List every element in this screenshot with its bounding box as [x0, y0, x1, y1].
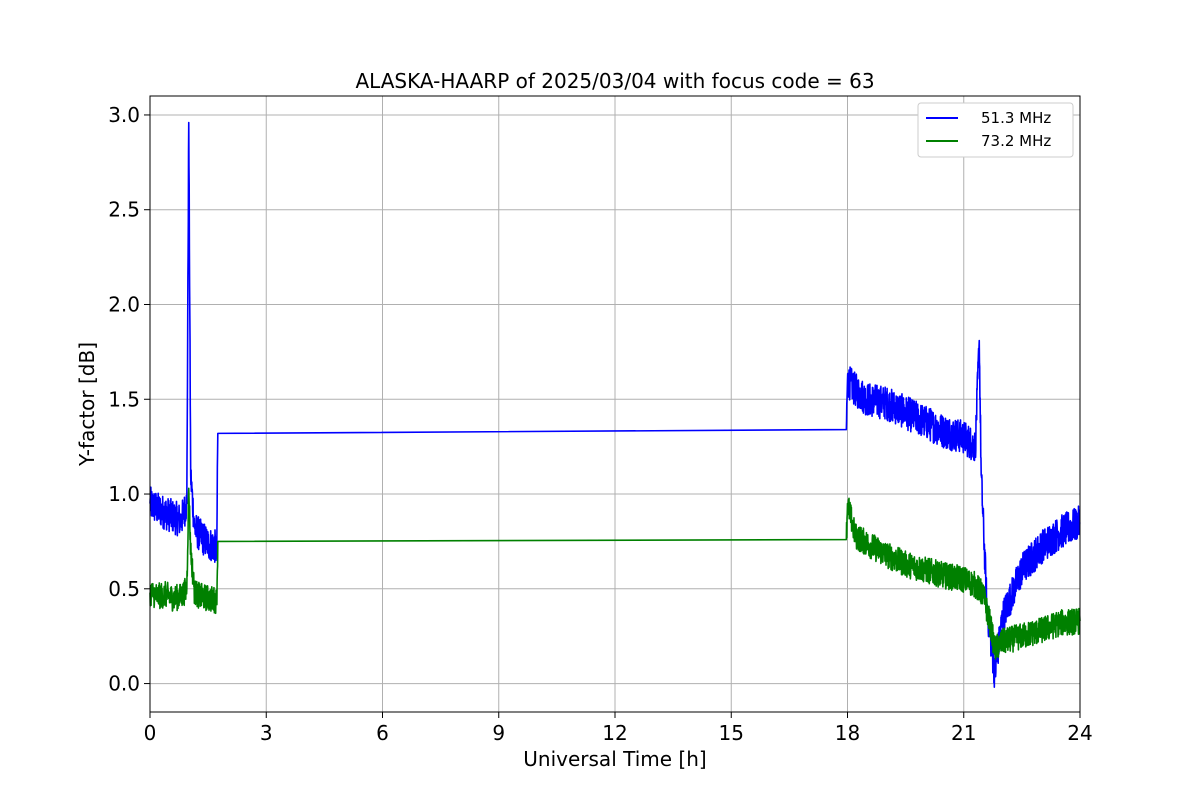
y-tick-label: 2.0	[108, 292, 140, 316]
legend: 51.3 MHz 73.2 MHz	[917, 102, 1074, 158]
y-tick-label: 1.0	[108, 482, 140, 506]
x-tick-label: 0	[144, 721, 157, 745]
y-tick-label: 2.5	[108, 198, 140, 222]
y-axis-ticks: 0.0 0.5 1.0 1.5 2.0 2.5 3.0	[108, 103, 150, 696]
x-axis-ticks: 0 3 6 9 12 15 18 21 24	[144, 712, 1093, 745]
x-tick-label: 24	[1067, 721, 1092, 745]
y-tick-label: 3.0	[108, 103, 140, 127]
x-tick-label: 9	[492, 721, 505, 745]
x-tick-label: 12	[602, 721, 627, 745]
x-tick-label: 3	[260, 721, 273, 745]
y-tick-label: 0.5	[108, 577, 140, 601]
legend-label-51-3-mhz: 51.3 MHz	[981, 109, 1051, 127]
series-line-51-3-mhz	[149, 121, 1081, 688]
chart-title: ALASKA-HAARP of 2025/03/04 with focus co…	[355, 69, 874, 93]
y-tick-label: 1.5	[108, 387, 140, 411]
legend-box	[917, 102, 1074, 158]
y-axis-label: Y-factor [dB]	[75, 342, 99, 467]
x-tick-label: 21	[951, 721, 976, 745]
series-line-73-2-mhz	[149, 487, 1081, 660]
y-tick-label: 0.0	[108, 672, 140, 696]
x-tick-label: 18	[835, 721, 860, 745]
series-layer	[149, 121, 1081, 688]
x-axis-label: Universal Time [h]	[523, 747, 706, 771]
x-tick-label: 6	[376, 721, 389, 745]
legend-label-73-2-mhz: 73.2 MHz	[981, 132, 1051, 150]
x-tick-label: 15	[719, 721, 744, 745]
